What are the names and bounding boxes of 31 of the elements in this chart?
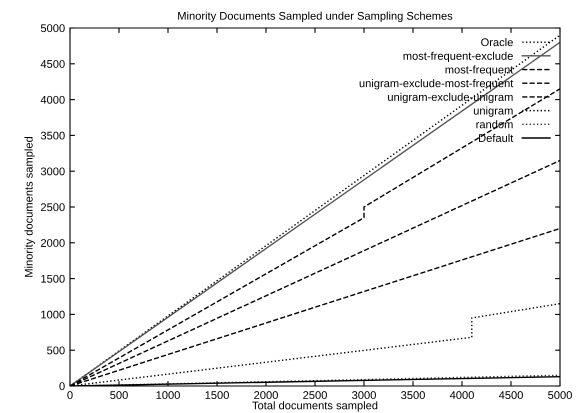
x-tick-label: 500	[110, 391, 128, 400]
y-tick-label: 0	[59, 382, 65, 390]
y-tick-label: 500	[47, 346, 65, 354]
x-tick-label: 2000	[254, 391, 278, 400]
chart-title: Minority Documents Sampled under Sampling Schemes	[178, 12, 452, 22]
legend-label: Oracle	[481, 38, 513, 46]
x-tick-label: 3500	[401, 391, 425, 400]
x-tick-label: 4000	[450, 391, 474, 400]
y-tick-label: 4500	[40, 60, 65, 68]
y-axis-title: Minority documents sampled	[24, 137, 35, 277]
x-tick-label: 2500	[303, 391, 327, 400]
y-tick-label: 1000	[41, 310, 65, 319]
y-tick-label: 3500	[40, 132, 65, 140]
y-tick-label: 2500	[40, 203, 65, 212]
legend-label: Default	[479, 134, 514, 142]
legend-label: most-frequent-exclude	[404, 52, 513, 62]
y-tick-label: 2000	[40, 239, 65, 247]
x-tick-label: 1000	[156, 391, 180, 400]
y-tick-label: 4000	[40, 96, 65, 104]
x-axis-title: Total documents sampled	[252, 401, 378, 412]
y-tick-label: 5000	[40, 24, 65, 32]
x-tick-label: 1500	[205, 391, 229, 400]
x-tick-label: 5000	[548, 391, 572, 400]
x-tick-label: 3000	[352, 391, 376, 400]
legend-label: unigram	[474, 106, 513, 117]
y-tick-label: 3000	[40, 167, 65, 176]
legend-label: most-frequent	[446, 65, 514, 76]
x-tick-label: 0	[67, 391, 73, 400]
legend-label: random	[476, 120, 513, 128]
y-tick-label: 1500	[41, 274, 65, 283]
x-tick-label: 4500	[498, 391, 523, 400]
